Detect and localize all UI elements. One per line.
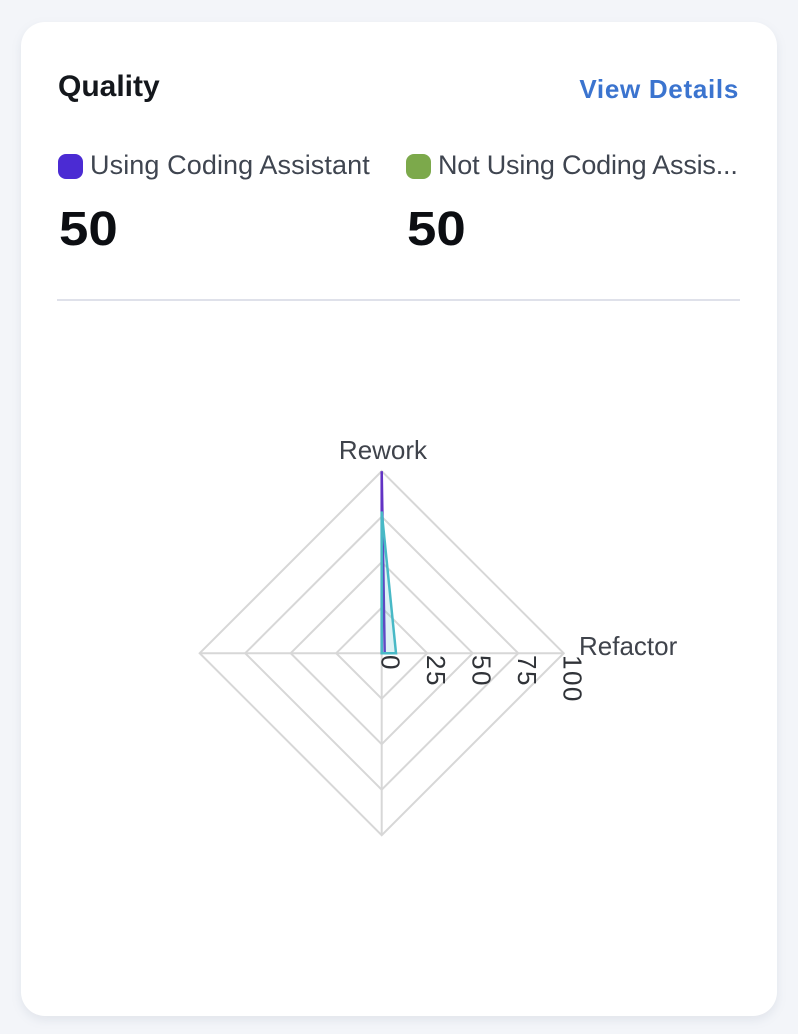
svg-text:50: 50 <box>467 655 497 687</box>
svg-text:0: 0 <box>376 655 406 671</box>
svg-text:Refactor: Refactor <box>579 631 678 661</box>
svg-text:Rework: Rework <box>339 435 428 465</box>
svg-text:100: 100 <box>558 655 588 703</box>
svg-text:25: 25 <box>421 655 451 687</box>
svg-text:75: 75 <box>512 655 542 687</box>
